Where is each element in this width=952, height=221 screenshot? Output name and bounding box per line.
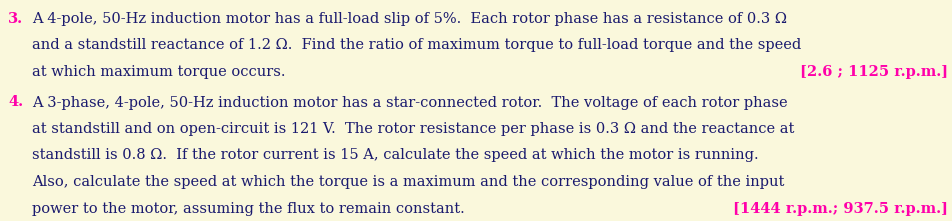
- Text: [2.6 ; 1125 r.p.m.]: [2.6 ; 1125 r.p.m.]: [799, 65, 947, 79]
- Text: standstill is 0.8 Ω.  If the rotor current is 15 A, calculate the speed at which: standstill is 0.8 Ω. If the rotor curren…: [32, 149, 758, 162]
- Text: A 3-phase, 4-pole, 50-Hz induction motor has a star-connected rotor.  The voltag: A 3-phase, 4-pole, 50-Hz induction motor…: [32, 95, 786, 109]
- Text: [1444 r.p.m.; 937.5 r.p.m.]: [1444 r.p.m.; 937.5 r.p.m.]: [732, 202, 947, 215]
- Text: 4.: 4.: [8, 95, 23, 109]
- Text: power to the motor, assuming the flux to remain constant.: power to the motor, assuming the flux to…: [32, 202, 465, 215]
- Text: at which maximum torque occurs.: at which maximum torque occurs.: [32, 65, 286, 79]
- Text: 3.: 3.: [8, 12, 23, 26]
- Text: and a standstill reactance of 1.2 Ω.  Find the ratio of maximum torque to full-l: and a standstill reactance of 1.2 Ω. Fin…: [32, 38, 801, 53]
- Text: Also, calculate the speed at which the torque is a maximum and the corresponding: Also, calculate the speed at which the t…: [32, 175, 783, 189]
- Text: A 4-pole, 50-Hz induction motor has a full-load slip of 5%.  Each rotor phase ha: A 4-pole, 50-Hz induction motor has a fu…: [32, 12, 786, 26]
- Text: at standstill and on open-circuit is 121 V.  The rotor resistance per phase is 0: at standstill and on open-circuit is 121…: [32, 122, 794, 136]
